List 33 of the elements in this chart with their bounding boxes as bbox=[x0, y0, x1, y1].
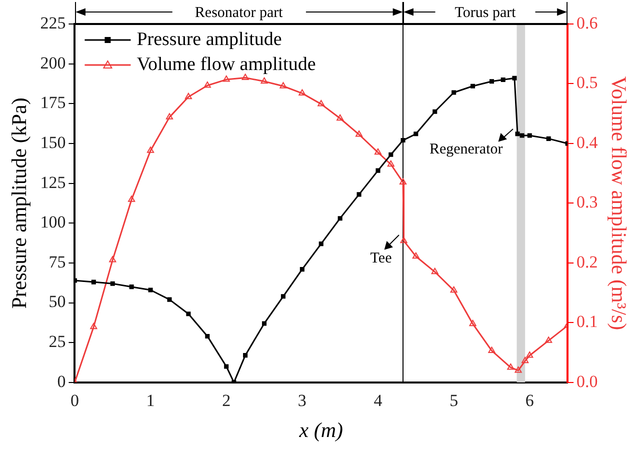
x-tick-label: 3 bbox=[298, 391, 306, 410]
y-tick-label: 0 bbox=[57, 372, 66, 391]
y2-tick-label: 0.2 bbox=[576, 252, 598, 272]
y-tick-label: 75 bbox=[48, 252, 66, 272]
text: Torus part bbox=[454, 4, 517, 21]
y2-tick-label: 0.3 bbox=[576, 192, 598, 212]
y-tick-label: 200 bbox=[40, 53, 66, 72]
x-tick-label: 6 bbox=[525, 391, 534, 410]
y-tick-label: 150 bbox=[40, 132, 66, 152]
y-axis-title: Pressure amplitude (kPa) bbox=[7, 98, 32, 309]
y2-axis-title: Volume flow amplitude (m³/s) bbox=[606, 76, 631, 330]
text: Resonator part bbox=[194, 4, 284, 21]
y-tick-label: 100 bbox=[40, 212, 66, 232]
x-tick-label: 0 bbox=[70, 391, 79, 410]
ref-line-label: Tee bbox=[370, 250, 392, 267]
x-tick-label: 4 bbox=[374, 391, 383, 410]
y2-tick-label: 0.5 bbox=[576, 73, 598, 92]
x-axis-title: x (m) bbox=[298, 418, 343, 442]
y-tick-label: 175 bbox=[40, 93, 66, 112]
y2-tick-label: 0.6 bbox=[576, 13, 598, 32]
y-tick-label: 225 bbox=[40, 13, 66, 32]
y2-tick-label: 0.1 bbox=[576, 312, 598, 332]
y-tick-label: 25 bbox=[48, 332, 66, 352]
y2-tick-label: 0.4 bbox=[576, 132, 598, 152]
x-tick-label: 2 bbox=[222, 391, 231, 410]
band-label: Regenerator bbox=[429, 141, 503, 158]
y-tick-label: 125 bbox=[40, 172, 66, 192]
y2-tick-label: 0.0 bbox=[576, 372, 598, 391]
legend-label: Pressure amplitude bbox=[136, 28, 282, 50]
legend-label: Volume flow amplitude bbox=[136, 54, 316, 75]
y-tick-label: 50 bbox=[48, 292, 66, 312]
x-tick-label: 5 bbox=[450, 391, 458, 410]
x-tick-label: 1 bbox=[146, 391, 155, 410]
